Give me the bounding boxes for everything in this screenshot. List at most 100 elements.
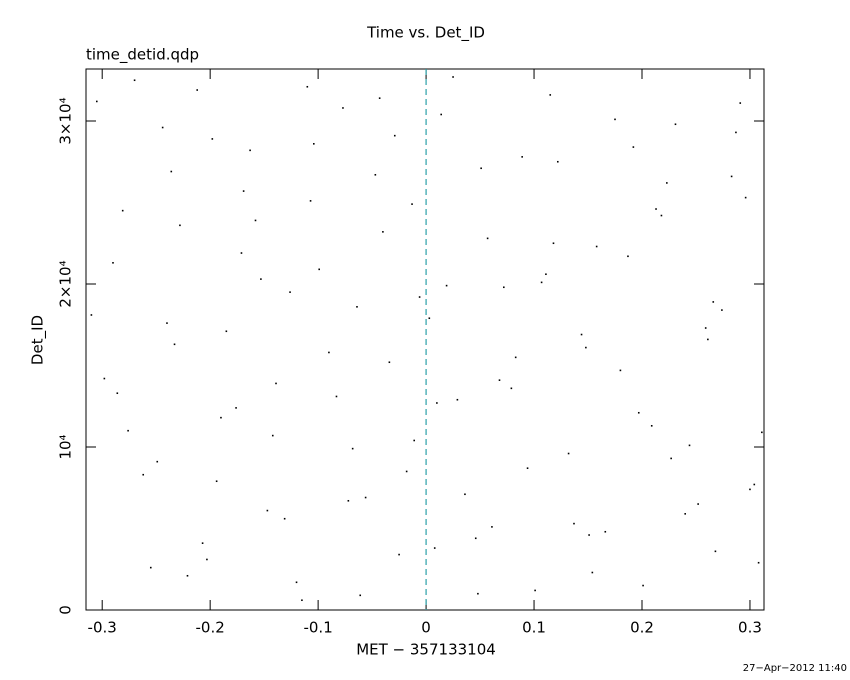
point bbox=[90, 314, 93, 316]
point bbox=[393, 134, 396, 137]
point bbox=[413, 439, 416, 442]
point bbox=[351, 447, 354, 450]
point bbox=[411, 203, 413, 205]
point bbox=[491, 526, 493, 528]
point bbox=[456, 398, 459, 401]
point bbox=[714, 550, 717, 553]
point bbox=[486, 237, 489, 240]
point bbox=[356, 306, 358, 308]
point bbox=[418, 296, 421, 298]
point bbox=[142, 473, 145, 476]
point bbox=[266, 509, 269, 512]
point bbox=[428, 317, 431, 320]
point bbox=[335, 395, 338, 398]
point bbox=[116, 392, 119, 395]
point bbox=[591, 571, 594, 574]
x-tick-label: 0.2 bbox=[630, 619, 654, 637]
point bbox=[704, 327, 707, 329]
point bbox=[211, 138, 214, 140]
point bbox=[283, 517, 286, 520]
y-tick-label: 3×10⁴ bbox=[57, 97, 75, 144]
point bbox=[540, 281, 543, 284]
point bbox=[721, 309, 723, 311]
point bbox=[103, 377, 106, 380]
point bbox=[347, 499, 350, 502]
timestamp: 27−Apr−2012 11:40 bbox=[743, 663, 847, 674]
point bbox=[235, 407, 237, 409]
point bbox=[627, 255, 629, 258]
plot-frame bbox=[85, 68, 765, 611]
point bbox=[688, 444, 691, 447]
point bbox=[359, 594, 362, 597]
point bbox=[121, 209, 124, 212]
point bbox=[398, 553, 400, 556]
point bbox=[753, 483, 756, 486]
point bbox=[712, 301, 715, 303]
point bbox=[614, 118, 616, 121]
point bbox=[650, 425, 653, 427]
point bbox=[382, 231, 384, 233]
point bbox=[744, 196, 747, 199]
point bbox=[735, 131, 737, 134]
point bbox=[697, 503, 699, 505]
point bbox=[595, 245, 598, 248]
point bbox=[254, 219, 257, 222]
point bbox=[707, 338, 709, 341]
point bbox=[301, 599, 303, 602]
point bbox=[632, 146, 635, 148]
point bbox=[240, 252, 243, 254]
point bbox=[289, 291, 291, 293]
point bbox=[295, 581, 298, 584]
chart-subtitle: time_detid.qdp bbox=[86, 46, 199, 65]
point bbox=[312, 143, 315, 145]
x-tick-label: -0.3 bbox=[88, 619, 117, 637]
point bbox=[170, 170, 173, 173]
point bbox=[477, 592, 479, 595]
point bbox=[260, 278, 262, 280]
point bbox=[552, 242, 555, 245]
point bbox=[674, 123, 677, 126]
point bbox=[127, 429, 129, 432]
point bbox=[526, 467, 529, 469]
point bbox=[433, 547, 436, 549]
point bbox=[242, 190, 245, 192]
y-axis-label: Det_ID bbox=[29, 315, 48, 365]
point bbox=[761, 431, 763, 434]
point bbox=[549, 94, 552, 96]
chart-title: Time vs. Det_ID bbox=[366, 24, 485, 43]
point bbox=[445, 284, 448, 287]
point bbox=[619, 369, 622, 372]
point bbox=[749, 488, 751, 491]
point bbox=[388, 361, 391, 364]
point bbox=[474, 537, 477, 540]
point bbox=[149, 566, 152, 569]
point bbox=[604, 530, 607, 533]
point bbox=[440, 113, 442, 116]
point bbox=[730, 175, 733, 178]
point bbox=[739, 102, 742, 104]
x-tick-label: 0.1 bbox=[522, 619, 546, 637]
point bbox=[173, 343, 176, 346]
point bbox=[480, 167, 482, 170]
x-axis-label: MET − 357133104 bbox=[356, 641, 496, 659]
point bbox=[534, 589, 536, 592]
point bbox=[179, 224, 181, 227]
point bbox=[514, 356, 517, 359]
point bbox=[498, 379, 501, 381]
point bbox=[655, 208, 657, 210]
point bbox=[186, 574, 189, 577]
x-tick-label: 0.3 bbox=[738, 619, 762, 637]
point bbox=[306, 85, 309, 88]
point bbox=[585, 346, 587, 349]
point bbox=[642, 584, 644, 587]
point bbox=[215, 480, 218, 483]
point bbox=[364, 496, 367, 499]
point bbox=[275, 382, 277, 385]
x-tick-label: -0.2 bbox=[196, 619, 225, 637]
point bbox=[588, 534, 590, 536]
point bbox=[545, 273, 547, 276]
x-tick-label: 0 bbox=[421, 619, 431, 637]
point bbox=[249, 149, 251, 152]
point bbox=[271, 434, 274, 437]
point bbox=[342, 107, 344, 109]
